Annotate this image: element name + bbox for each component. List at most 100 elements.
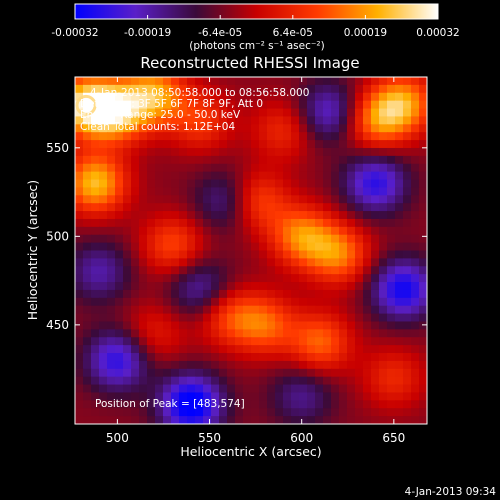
heatmap-cell bbox=[115, 297, 124, 307]
heatmap-cell bbox=[387, 234, 396, 244]
heatmap-cell bbox=[259, 416, 268, 424]
heatmap-cell bbox=[347, 163, 356, 173]
heatmap-cell bbox=[155, 250, 164, 259]
heatmap-cell bbox=[195, 353, 204, 362]
heatmap-cell bbox=[243, 250, 252, 259]
heatmap-cell bbox=[275, 226, 284, 236]
heatmap-cell bbox=[267, 274, 276, 283]
heatmap-cell bbox=[203, 92, 212, 102]
heatmap-cell bbox=[419, 155, 427, 165]
heatmap-cell bbox=[131, 171, 140, 181]
colorbar-tick-label: -6.4e-05 bbox=[198, 27, 242, 39]
heatmap-cell bbox=[411, 282, 420, 291]
heatmap-cell bbox=[403, 266, 412, 275]
heatmap-cell bbox=[323, 203, 332, 212]
heatmap-cell bbox=[411, 368, 420, 378]
heatmap-cell bbox=[395, 384, 404, 394]
heatmap-cell bbox=[251, 226, 260, 236]
heatmap-cell bbox=[75, 274, 84, 283]
heatmap-cell bbox=[139, 305, 148, 315]
heatmap-cell bbox=[275, 400, 284, 409]
heatmap-cell bbox=[275, 266, 284, 275]
heatmap-cell bbox=[155, 163, 164, 173]
heatmap-cell bbox=[131, 274, 140, 283]
heatmap-cell bbox=[123, 140, 132, 149]
heatmap-cell bbox=[275, 345, 284, 354]
heatmap-cell bbox=[251, 92, 260, 102]
heatmap-cell bbox=[307, 171, 316, 181]
heatmap-cell bbox=[411, 321, 420, 330]
heatmap-cell bbox=[403, 187, 412, 196]
heatmap-cell bbox=[379, 140, 388, 149]
colorbar-ticks: -0.00032 -0.00019 -6.4e-05 6.4e-05 0.00019 0.… bbox=[51, 15, 460, 39]
heatmap-cell bbox=[339, 360, 348, 370]
heatmap-cell bbox=[339, 140, 348, 149]
heatmap-cell bbox=[419, 116, 427, 125]
heatmap-cell bbox=[355, 416, 364, 424]
heatmap-cell bbox=[99, 282, 108, 291]
heatmap-cell bbox=[395, 92, 404, 102]
heatmap-cell bbox=[283, 250, 292, 259]
heatmap-cell bbox=[395, 274, 404, 283]
heatmap-cell bbox=[211, 77, 220, 86]
heatmap-cell bbox=[387, 163, 396, 173]
heatmap-cell bbox=[283, 345, 292, 354]
heatmap-cell bbox=[147, 203, 156, 212]
heatmap-cell bbox=[235, 92, 244, 102]
heatmap-cell bbox=[211, 211, 220, 220]
heatmap-cell bbox=[291, 211, 300, 220]
heatmap-cell bbox=[283, 124, 292, 133]
heatmap-cell bbox=[259, 313, 268, 323]
heatmap-cell bbox=[411, 147, 420, 157]
heatmap-cell bbox=[171, 392, 180, 401]
heatmap-cell bbox=[75, 100, 84, 110]
heatmap-cell bbox=[235, 313, 244, 323]
heatmap-cell bbox=[131, 116, 140, 125]
heatmap-cell bbox=[107, 242, 116, 252]
heatmap-cell bbox=[307, 408, 316, 417]
heatmap-cell bbox=[75, 132, 84, 141]
heatmap-cell bbox=[91, 392, 100, 401]
heatmap-cell bbox=[155, 124, 164, 133]
heatmap-cell bbox=[371, 313, 380, 323]
heatmap-cell bbox=[139, 100, 148, 110]
heatmap-cell bbox=[163, 416, 172, 424]
heatmap-cell bbox=[195, 100, 204, 110]
heatmap-cell bbox=[339, 77, 348, 86]
heatmap-cell bbox=[147, 282, 156, 291]
heatmap-cell bbox=[219, 234, 228, 244]
heatmap-cell bbox=[123, 155, 132, 165]
heatmap-cell bbox=[203, 258, 212, 267]
heatmap-cell bbox=[147, 116, 156, 125]
heatmap-cell bbox=[259, 297, 268, 307]
heatmap-cell bbox=[291, 289, 300, 299]
heatmap-cell bbox=[291, 305, 300, 315]
heatmap-cell bbox=[195, 108, 204, 118]
heatmap-cell bbox=[363, 250, 372, 259]
heatmap-cell bbox=[155, 140, 164, 149]
heatmap-cell bbox=[411, 258, 420, 267]
heatmap-cell bbox=[195, 211, 204, 220]
heatmap-cell bbox=[83, 376, 92, 386]
heatmap-cell bbox=[395, 108, 404, 118]
heatmap-cell bbox=[211, 416, 220, 424]
heatmap-cell bbox=[99, 211, 108, 220]
heatmap-cell bbox=[147, 226, 156, 236]
heatmap-cell bbox=[323, 100, 332, 110]
heatmap-cell bbox=[107, 345, 116, 354]
heatmap-cell bbox=[283, 147, 292, 157]
heatmap-cell bbox=[355, 84, 364, 94]
heatmap-cell bbox=[147, 163, 156, 173]
heatmap-cell bbox=[331, 195, 340, 204]
heatmap-cell bbox=[75, 234, 84, 244]
heatmap-cell bbox=[283, 92, 292, 102]
heatmap-cell bbox=[339, 195, 348, 204]
x-axis-label: Heliocentric X (arcsec) bbox=[180, 444, 321, 459]
heatmap-cell bbox=[363, 400, 372, 409]
heatmap-cell bbox=[363, 155, 372, 165]
heatmap-cell bbox=[211, 266, 220, 275]
heatmap-cell bbox=[91, 195, 100, 204]
heatmap-cell bbox=[155, 408, 164, 417]
heatmap-cell bbox=[115, 92, 124, 102]
heatmap-cell bbox=[275, 297, 284, 307]
